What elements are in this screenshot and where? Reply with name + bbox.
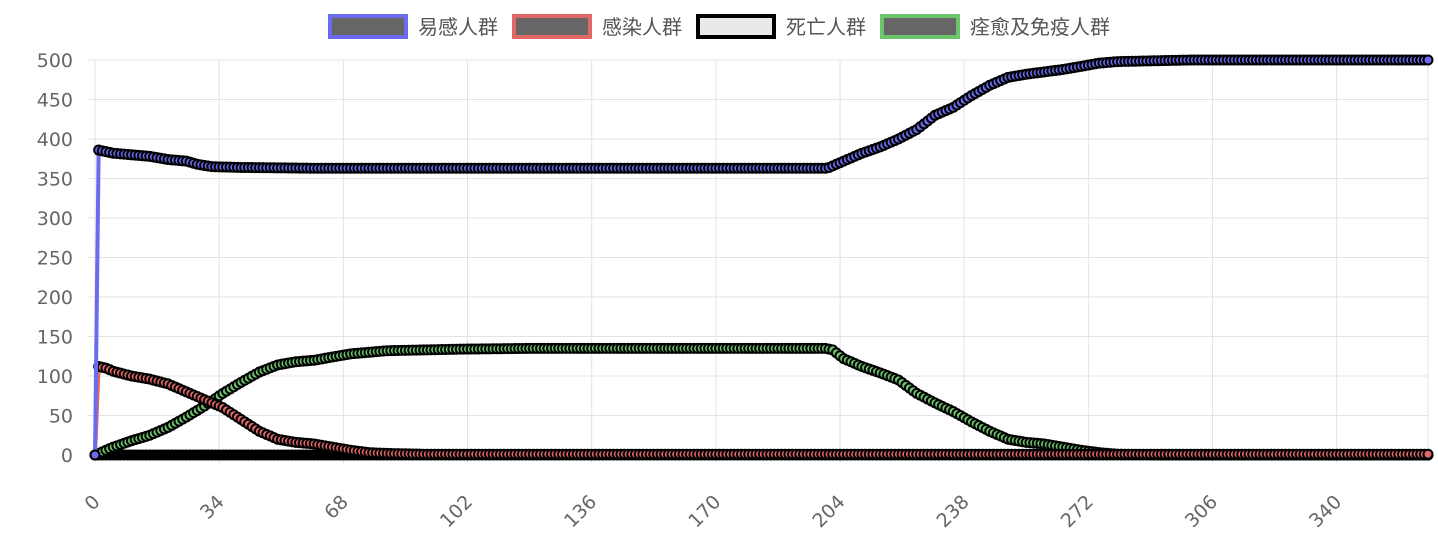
x-tick-label: 306 — [1181, 491, 1222, 532]
y-tick-label: 500 — [37, 50, 73, 72]
x-tick-label: 68 — [320, 491, 353, 524]
legend-swatch — [696, 14, 776, 39]
legend-swatch — [879, 14, 960, 39]
y-tick-label: 100 — [37, 366, 73, 388]
y-tick-label: 50 — [49, 406, 73, 428]
x-tick-label: 272 — [1057, 491, 1098, 532]
y-tick-label: 350 — [37, 169, 73, 191]
data-point — [89, 449, 101, 461]
y-tick-label: 400 — [37, 129, 73, 151]
data-point — [1422, 54, 1434, 66]
x-tick-label: 204 — [808, 491, 849, 532]
y-tick-label: 250 — [37, 248, 73, 270]
legend: 易感人群 感染人群 死亡人群 痊愈及免疫人群 — [328, 14, 1110, 39]
x-tick-label: 102 — [436, 491, 477, 532]
x-tick-label: 0 — [80, 491, 104, 515]
legend-swatch — [512, 14, 593, 39]
legend-label: 感染人群 — [602, 15, 682, 39]
legend-item[interactable]: 痊愈及免疫人群 — [879, 14, 1110, 39]
legend-label: 痊愈及免疫人群 — [970, 15, 1110, 39]
x-tick-label: 34 — [196, 491, 229, 524]
y-tick-label: 300 — [37, 208, 73, 230]
y-tick-label: 0 — [61, 445, 73, 467]
data-point — [1422, 448, 1434, 460]
x-tick-label: 238 — [933, 491, 974, 532]
legend-item[interactable]: 感染人群 — [512, 14, 682, 39]
y-axis: 0 50 100 150 200 250 300 350 400 450 500 — [37, 50, 73, 467]
series-0 — [89, 54, 1434, 461]
legend-swatch — [328, 14, 409, 39]
x-tick-label: 340 — [1305, 491, 1346, 532]
y-tick-label: 200 — [37, 287, 73, 309]
y-tick-label: 450 — [37, 90, 73, 112]
y-tick-label: 150 — [37, 327, 73, 349]
x-tick-label: 170 — [684, 491, 725, 532]
series-layer — [89, 54, 1434, 461]
x-tick-label: 136 — [560, 491, 601, 532]
legend-item[interactable]: 死亡人群 — [696, 14, 866, 39]
legend-label: 死亡人群 — [786, 15, 866, 39]
legend-label: 易感人群 — [418, 15, 498, 39]
grid-lines — [87, 59, 1429, 463]
legend-item[interactable]: 易感人群 — [328, 14, 498, 39]
series-1 — [89, 361, 1434, 461]
x-axis: 0 34 68 102 136 170 204 238 272 306 340 — [80, 491, 1346, 532]
